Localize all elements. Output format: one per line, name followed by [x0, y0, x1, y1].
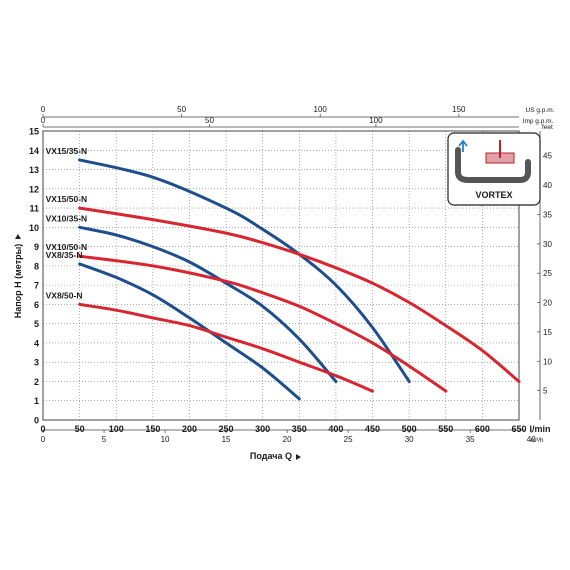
feet-tick-label: 10: [543, 357, 552, 366]
series-label: VX8/50-N: [46, 290, 83, 300]
feet-tick-label: 30: [543, 240, 552, 249]
y-tick-label: 2: [34, 377, 39, 387]
x-tick-label: 100: [109, 424, 124, 434]
series-label: VX10/50-N: [46, 242, 88, 252]
series-line-vx15-50-n: [78, 206, 521, 383]
series-label: VX15/35-N: [46, 146, 88, 156]
m3h-tick-label: 35: [466, 435, 475, 444]
series-line-vx15-35-n: [78, 158, 411, 383]
feet-tick-label: 5: [543, 387, 548, 396]
y-tick-label: 7: [34, 281, 39, 291]
series-labels: VX15/35-NVX15/50-NVX10/35-NVX10/50-NVX8/…: [46, 146, 88, 301]
feet-tick-label: 25: [543, 269, 552, 278]
y-arrow-icon: [15, 234, 21, 239]
usgpm-tick-label: 150: [452, 105, 466, 114]
x-tick-label: 50: [75, 424, 85, 434]
y-tick-label: 9: [34, 242, 39, 252]
m3h-tick-label: 0: [41, 435, 46, 444]
y-tick-label: 15: [29, 127, 39, 137]
usgpm-tick-label: 0: [41, 105, 46, 114]
x-tick-label: 400: [328, 424, 343, 434]
m3h-tick-label: 25: [344, 435, 353, 444]
x-tick-label: 600: [475, 424, 490, 434]
series-line-vx10-50-n: [78, 254, 448, 393]
feet-tick-label: 20: [543, 299, 552, 308]
series-line-vx8-35-n: [78, 262, 301, 401]
feet-tick-label: 15: [543, 328, 552, 337]
series-line-vx8-50-n: [78, 302, 374, 393]
y-tick-label: 12: [29, 184, 39, 194]
y-tick-label: 13: [29, 165, 39, 175]
series-lines: [78, 158, 521, 401]
feet-tick-label: 35: [543, 210, 552, 219]
x-tick-label: 500: [402, 424, 417, 434]
x-tick-label: 650: [511, 424, 526, 434]
usgpm-tick-label: 100: [314, 105, 328, 114]
x-tick-label: 0: [40, 424, 45, 434]
tick-labels: 012345678910111213141551015202530354045f…: [29, 105, 555, 444]
m3h-tick-label: 30: [405, 435, 414, 444]
x-tick-label: 250: [219, 424, 234, 434]
m3h-tick-label: 15: [222, 435, 231, 444]
impgpm-tick-label: 100: [369, 116, 383, 125]
inset-frame: [447, 132, 541, 206]
y-tick-label: 10: [29, 223, 39, 233]
y-tick-label: 1: [34, 396, 39, 406]
m3h-tick-label: 40: [527, 435, 536, 444]
x-tick-label: 200: [182, 424, 197, 434]
y-axis-title: Напор H (метры): [13, 234, 23, 318]
x-tick-label: 300: [255, 424, 270, 434]
x-axis-label: Подача Q: [250, 451, 292, 461]
m3h-unit-label: m³/h: [531, 437, 544, 444]
y-tick-label: 3: [34, 358, 39, 368]
m3h-tick-label: 20: [283, 435, 292, 444]
x-tick-label: 450: [365, 424, 380, 434]
y-tick-label: 5: [34, 319, 39, 329]
lmin-unit-label: l/min: [529, 424, 550, 434]
x-tick-label: 550: [438, 424, 453, 434]
impgpm-tick-label: 0: [41, 116, 46, 125]
y-tick-label: 6: [34, 300, 39, 310]
y-tick-label: 4: [34, 338, 39, 348]
x-arrow-icon: [296, 454, 301, 460]
y-tick-label: 8: [34, 261, 39, 271]
feet-tick-label: 40: [543, 181, 552, 190]
series-label: VX15/50-N: [46, 194, 88, 204]
x-tick-label: 350: [292, 424, 307, 434]
y-tick-label: 0: [34, 416, 39, 426]
impgpm-unit-label: Imp g.p.m.: [523, 118, 554, 125]
y-axis-label: Напор H (метры): [13, 244, 23, 319]
usgpm-unit-label: US g.p.m.: [526, 107, 555, 114]
y-tick-label: 11: [29, 204, 39, 214]
feet-tick-label: 45: [543, 152, 552, 161]
series-label: VX8/35-N: [46, 250, 83, 260]
grid: [43, 131, 519, 420]
x-tick-label: 150: [145, 424, 160, 434]
vortex-inset: VORTEX: [447, 132, 541, 206]
series-label: VX10/35-N: [46, 213, 88, 223]
feet-unit-label: feet: [542, 124, 553, 131]
usgpm-tick-label: 50: [177, 105, 186, 114]
inset-label: VORTEX: [475, 190, 512, 200]
flow-arrow-icon: [458, 139, 468, 152]
m3h-tick-label: 5: [102, 435, 107, 444]
m3h-tick-label: 10: [161, 435, 170, 444]
impeller-casing-icon: [455, 147, 531, 183]
plot-frame: [42, 130, 520, 421]
series-line-vx10-35-n: [78, 225, 338, 383]
y-tick-label: 14: [29, 146, 39, 156]
impgpm-tick-label: 50: [205, 116, 214, 125]
x-axis-title: Подача Q: [250, 451, 301, 461]
